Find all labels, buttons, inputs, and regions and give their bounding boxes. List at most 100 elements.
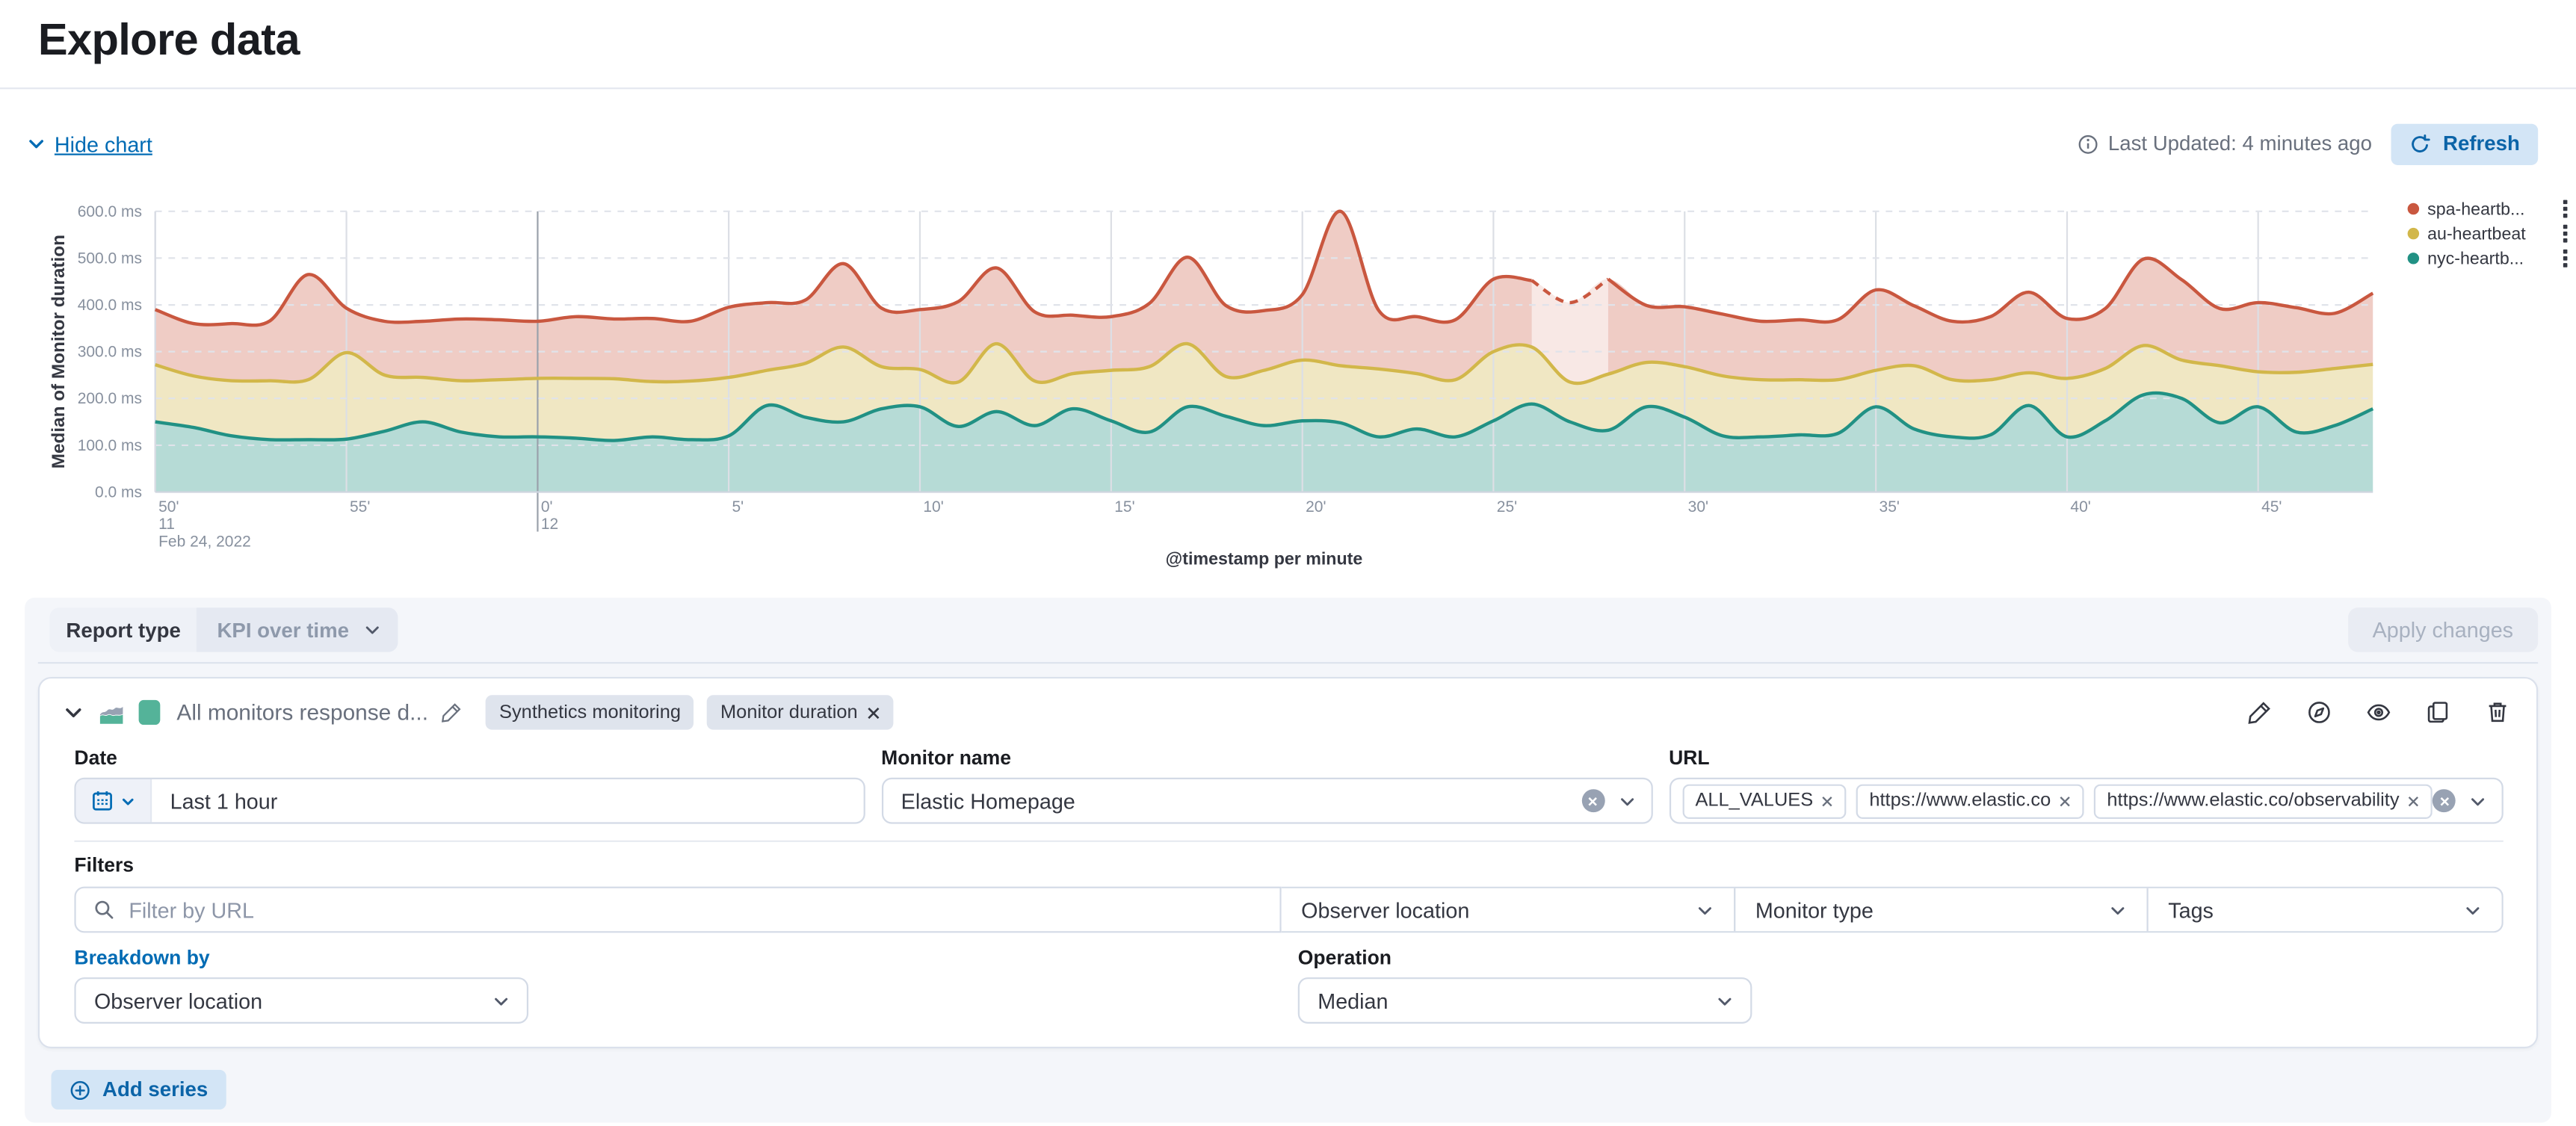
page-title: Explore data: [37, 14, 300, 65]
legend-item[interactable]: nyc-heartb...: [2407, 246, 2573, 270]
remove-token-icon[interactable]: [1821, 795, 1832, 806]
chevron-down-icon: [2466, 906, 2480, 914]
collapse-series-icon[interactable]: [63, 702, 84, 723]
search-icon: [95, 900, 114, 919]
legend-label: nyc-heartb...: [2427, 248, 2524, 269]
chart-toolbar: Hide chart Last Updated: 4 minutes ago R…: [26, 123, 2539, 165]
filter-by-url-input[interactable]: [129, 897, 1280, 923]
svg-text:20': 20': [1306, 498, 1326, 516]
clear-monitor-name-button[interactable]: [1581, 789, 1604, 813]
legend-color-dot: [2407, 202, 2420, 215]
svg-text:45': 45': [2261, 498, 2282, 516]
chevron-down-icon: [1718, 997, 1732, 1005]
badge-label: Monitor duration: [720, 702, 858, 723]
duplicate-series-button[interactable]: [2426, 700, 2450, 725]
monitor-name-select[interactable]: Elastic Homepage: [881, 777, 1653, 824]
url-token[interactable]: ALL_VALUES: [1681, 783, 1847, 818]
svg-text:25': 25': [1497, 498, 1517, 516]
series-badges: Synthetics monitoring Monitor duration: [486, 695, 895, 730]
dropdown-label: Tags: [2168, 897, 2214, 923]
remove-token-icon[interactable]: [2059, 795, 2070, 806]
series-title: All monitors response d...: [176, 699, 429, 726]
refresh-button[interactable]: Refresh: [2391, 123, 2539, 164]
svg-text:0.0 ms: 0.0 ms: [95, 484, 142, 501]
filter-by-url-field[interactable]: [74, 886, 1282, 933]
svg-text:200.0 ms: 200.0 ms: [78, 390, 142, 407]
date-label: Date: [74, 746, 117, 770]
operation-select[interactable]: Median: [1297, 977, 1752, 1024]
view-sample-documents-button[interactable]: [2307, 700, 2332, 725]
url-token-label: ALL_VALUES: [1695, 791, 1814, 811]
svg-text:400.0 ms: 400.0 ms: [78, 297, 142, 314]
series-card: All monitors response d... Synthetics mo…: [37, 676, 2539, 1049]
url-token-label: https://www.elastic.co/observability: [2107, 791, 2400, 811]
legend-actions-icon[interactable]: [2558, 247, 2573, 269]
url-select[interactable]: ALL_VALUES https://www.elastic.co https://…: [1669, 777, 2504, 824]
apply-changes-button[interactable]: Apply changes: [2347, 607, 2539, 652]
breakdown-by-label[interactable]: Breakdown by: [74, 946, 210, 970]
delete-series-button[interactable]: [2485, 700, 2509, 725]
svg-text:600.0 ms: 600.0 ms: [78, 203, 142, 220]
legend-label: au-heartbeat: [2427, 223, 2526, 244]
url-token[interactable]: https://www.elastic.co/observability: [2093, 783, 2433, 818]
info-icon: [2078, 134, 2097, 153]
breakdown-by-select[interactable]: Observer location: [74, 977, 529, 1024]
hide-series-button[interactable]: [2366, 700, 2391, 725]
add-series-button[interactable]: Add series: [51, 1069, 226, 1110]
filter-dropdown-observer-location[interactable]: Observer location: [1282, 888, 1736, 932]
last-updated-text: Last Updated: 4 minutes ago: [2107, 132, 2373, 155]
legend-item[interactable]: spa-heartb...: [2407, 197, 2573, 221]
remove-token-icon[interactable]: [2408, 795, 2419, 806]
legend-actions-icon[interactable]: [2558, 223, 2573, 244]
svg-text:30': 30': [1688, 498, 1708, 516]
filter-dropdown-group: Observer location Monitor type Tags: [1281, 886, 2504, 933]
monitor-name-label: Monitor name: [881, 746, 1011, 770]
series-builder: Report type KPI over time Apply changes …: [25, 597, 2551, 1123]
edit-series-button[interactable]: [2247, 700, 2272, 725]
area-chart-icon: [99, 706, 123, 724]
url-token[interactable]: https://www.elastic.co: [1856, 783, 2084, 818]
series-badge[interactable]: Synthetics monitoring: [486, 695, 694, 730]
calendar-icon: [93, 791, 112, 811]
legend-color-dot: [2407, 227, 2420, 240]
filter-dropdown-monitor-type[interactable]: Monitor type: [1735, 888, 2149, 932]
svg-text:40': 40': [2070, 498, 2090, 516]
section-divider: [74, 840, 2504, 842]
hide-chart-toggle[interactable]: Hide chart: [26, 132, 152, 156]
refresh-label: Refresh: [2443, 132, 2520, 155]
last-updated: Last Updated: 4 minutes ago: [2077, 132, 2372, 155]
series-badge[interactable]: Monitor duration: [707, 695, 895, 730]
chevron-down-icon: [366, 626, 380, 634]
filters-row: Observer location Monitor type Tags: [74, 886, 2504, 933]
date-range-value[interactable]: Last 1 hour: [170, 788, 278, 814]
legend-actions-icon[interactable]: [2558, 198, 2573, 220]
chevron-down-icon: [29, 140, 44, 149]
chevron-down-icon: [495, 997, 508, 1005]
svg-text:300.0 ms: 300.0 ms: [78, 344, 142, 361]
legend-item[interactable]: au-heartbeat: [2407, 221, 2573, 246]
svg-text:15': 15': [1114, 498, 1134, 516]
stacked-area-chart[interactable]: 0.0 ms 100.0 ms 200.0 ms 300.0 ms 400.0 ms 50…: [0, 191, 2576, 575]
refresh-icon: [2412, 133, 2431, 152]
plus-circle-icon: [70, 1080, 90, 1099]
chevron-down-icon: [122, 797, 134, 805]
clear-url-button[interactable]: [2432, 789, 2456, 813]
svg-text:12: 12: [541, 516, 558, 533]
svg-text:Feb 24, 2022: Feb 24, 2022: [158, 533, 251, 550]
report-type-label: Report type: [49, 607, 197, 652]
report-type-select[interactable]: Report type KPI over time: [49, 607, 399, 652]
url-token-label: https://www.elastic.co: [1869, 791, 2051, 811]
dropdown-label: Monitor type: [1755, 897, 1874, 923]
edit-series-name-icon[interactable]: [442, 702, 463, 723]
filter-dropdown-tags[interactable]: Tags: [2149, 888, 2502, 931]
chevron-down-icon: [2471, 797, 2485, 805]
date-quick-select-button[interactable]: [75, 779, 152, 823]
series-color-swatch[interactable]: [138, 699, 161, 726]
operation-label: Operation: [1297, 946, 1392, 970]
remove-badge-icon[interactable]: [868, 706, 881, 720]
badge-label: Synthetics monitoring: [499, 702, 681, 723]
svg-text:35': 35': [1880, 498, 1900, 516]
date-picker[interactable]: Last 1 hour: [74, 777, 865, 824]
svg-text:50': 50': [158, 498, 179, 516]
